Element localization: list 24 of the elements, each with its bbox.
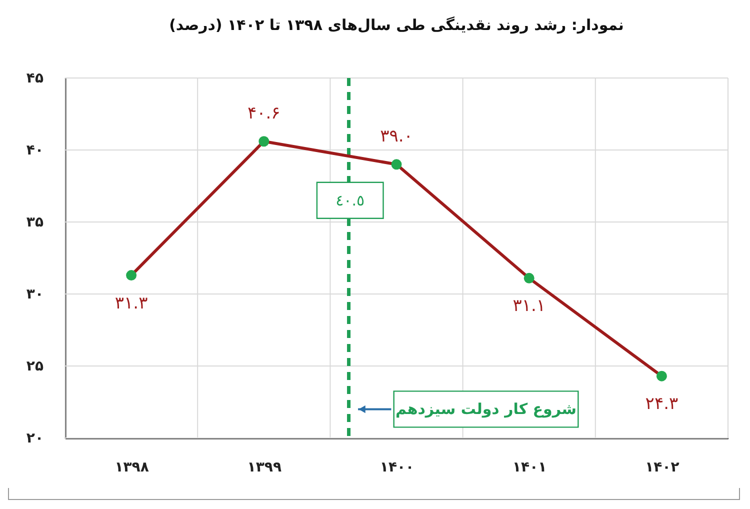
y-tick-label: ۳۰ [26,286,44,302]
x-tick-label: ۱۳۹۹ [247,460,282,476]
y-tick-label: ۴۰ [26,142,44,158]
data-label: ۲۴.۳ [645,394,678,414]
x-tick-label: ۱۳۹۸ [114,460,150,476]
ref-line-label: شروع کار دولت سیزدهم [396,400,576,418]
y-tick-label: ۲۵ [26,358,44,374]
y-tick-label: ۲۰ [26,430,44,446]
y-tick-label: ۳۵ [26,214,44,230]
x-tick-label: ۱۴۰۲ [645,460,680,476]
point [391,159,402,170]
point [524,272,534,284]
point [656,370,667,382]
x-tick-label: ۱۴۰۰ [380,460,414,476]
data-label: ۴۰.۶ [248,103,280,124]
y-tick-label: ۴۵ [26,70,44,86]
data-label: ۳۹.۰ [380,126,413,146]
point [258,136,270,147]
data-label: ۳۱.۱ [512,296,546,316]
x-tick-label: ۱۴۰۱ [512,460,547,476]
chart-title: نمودار: رشد روند نقدینگی طی سال‌های ۱۳۹۸ تا ۱۴۰۲ (درصد) [169,16,624,34]
annotation: ٤٠.٥ [336,191,365,210]
data-label: ۳۱.۳ [114,293,148,314]
point [126,270,137,281]
